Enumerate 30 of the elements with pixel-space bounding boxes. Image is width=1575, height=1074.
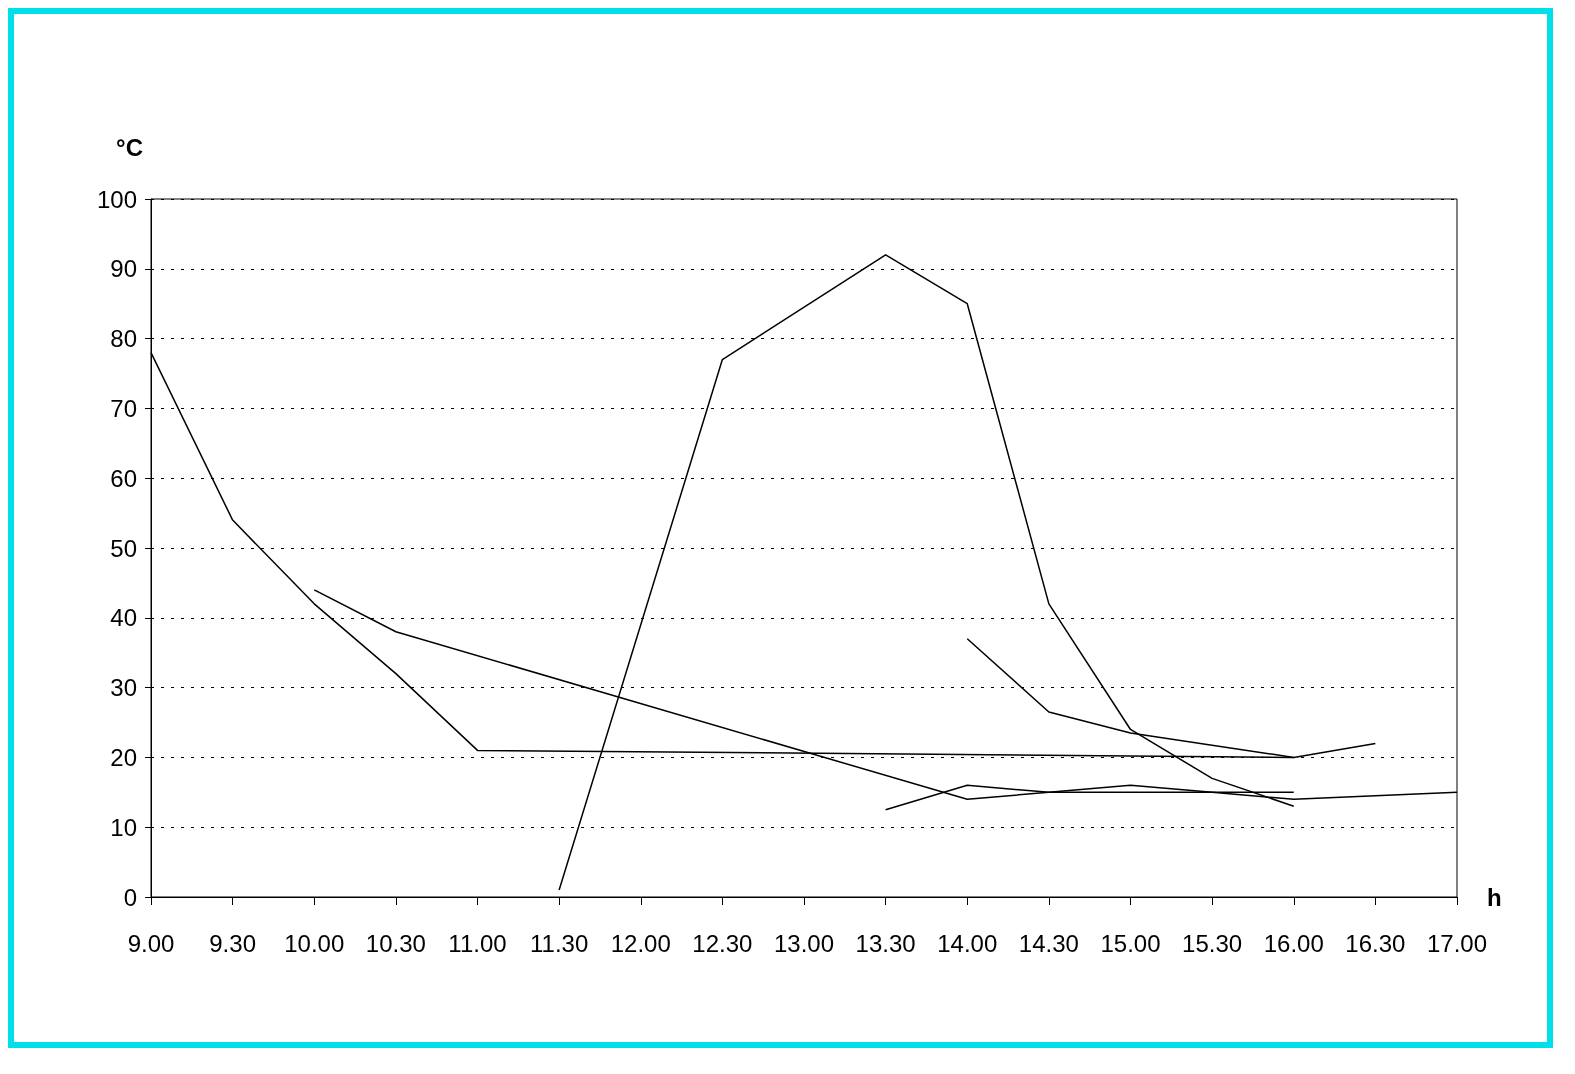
y-tick-label: 0	[123, 883, 137, 911]
x-tick-label: 10.30	[365, 929, 426, 957]
y-tick-label: 100	[96, 185, 137, 213]
y-tick-label: 70	[110, 394, 137, 422]
y-tick-label: 50	[110, 534, 137, 562]
y-tick-label: 10	[110, 813, 137, 841]
y-tick-label: 90	[110, 255, 137, 283]
y-tick-label: 30	[110, 674, 137, 702]
y-axis-title: °C	[116, 133, 143, 161]
x-tick-label: 16.30	[1345, 929, 1406, 957]
x-tick-label: 9.00	[127, 929, 175, 957]
x-tick-label: 9.30	[209, 929, 256, 957]
x-tick-label: 16.00	[1263, 929, 1324, 957]
y-tick-label: 20	[110, 743, 137, 771]
x-tick-label: 13.00	[773, 929, 835, 957]
x-tick-label: 13.30	[855, 929, 916, 957]
x-tick-label: 15.00	[1100, 929, 1161, 957]
x-tick-label: 10.00	[284, 929, 345, 957]
y-tick-label: 60	[110, 464, 137, 492]
x-tick-label: 14.30	[1018, 929, 1079, 957]
y-tick-label: 80	[110, 325, 137, 353]
x-tick-label: 11.30	[529, 929, 589, 957]
x-tick-label: 17.00	[1426, 929, 1488, 957]
x-tick-label: 15.30	[1182, 929, 1243, 957]
x-tick-label: 12.00	[610, 929, 671, 957]
y-tick-label: 40	[110, 604, 137, 632]
x-axis-title: h	[1487, 883, 1502, 911]
x-tick-label: 14.00	[937, 929, 998, 957]
x-tick-label: 12.30	[692, 929, 753, 957]
x-tick-label: 11.00	[448, 929, 507, 957]
